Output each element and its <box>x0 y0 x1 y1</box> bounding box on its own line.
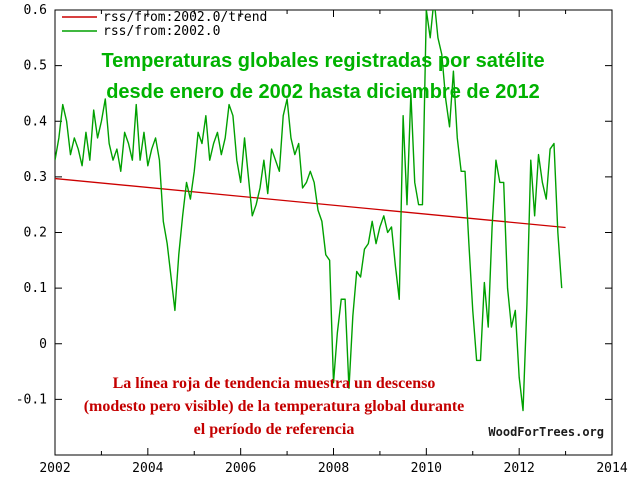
watermark: WoodForTrees.org <box>488 425 604 439</box>
chart-title-line-2: desde enero de 2002 hasta diciembre de 2… <box>106 81 540 103</box>
svg-text:2002: 2002 <box>39 461 70 476</box>
annotation-line-3: el período de referencia <box>193 421 355 438</box>
svg-text:0.4: 0.4 <box>24 114 48 129</box>
svg-text:rss/from:2002.0: rss/from:2002.0 <box>103 24 220 39</box>
svg-text:2006: 2006 <box>225 461 256 476</box>
svg-text:0.6: 0.6 <box>24 3 47 18</box>
svg-text:2010: 2010 <box>411 461 442 476</box>
svg-text:2004: 2004 <box>132 461 163 476</box>
svg-text:2014: 2014 <box>596 461 627 476</box>
svg-text:-0.1: -0.1 <box>16 392 47 407</box>
chart-annotation: La línea roja de tendencia muestra un de… <box>48 372 500 441</box>
svg-text:0: 0 <box>39 337 47 352</box>
svg-text:2008: 2008 <box>318 461 349 476</box>
svg-text:0.5: 0.5 <box>24 59 47 74</box>
svg-text:0.2: 0.2 <box>24 226 47 241</box>
annotation-line-2: (modesto pero visible) de la temperatura… <box>83 398 465 415</box>
svg-text:0.3: 0.3 <box>24 170 47 185</box>
chart-title-line-1: Temperaturas globales registradas por sa… <box>101 50 545 72</box>
annotation-line-1: La línea roja de tendencia muestra un de… <box>112 375 436 392</box>
svg-text:0.1: 0.1 <box>24 281 47 296</box>
svg-text:rss/from:2002.0/trend: rss/from:2002.0/trend <box>103 10 267 25</box>
svg-text:2012: 2012 <box>504 461 535 476</box>
chart-title: Temperaturas globales registradas por sa… <box>40 46 606 108</box>
